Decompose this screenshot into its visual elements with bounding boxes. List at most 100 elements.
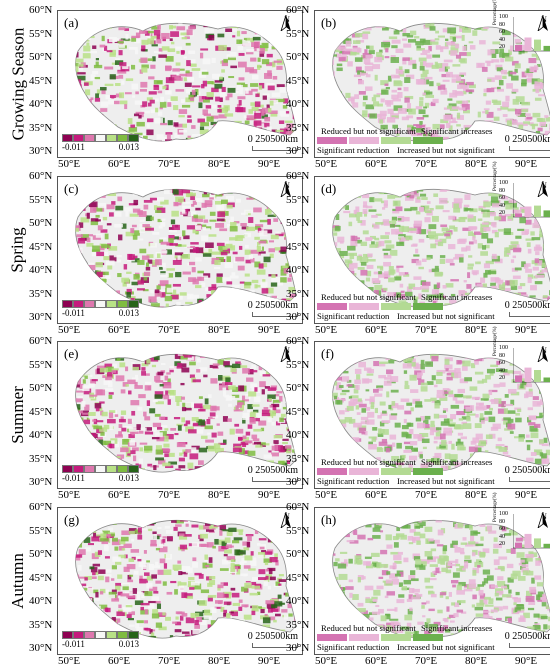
scale-bar: 0 250500km	[505, 465, 550, 482]
lat-tick-label: 40°N	[29, 265, 52, 276]
legend-swatch	[95, 465, 106, 473]
legend-label: Significant increases	[421, 457, 492, 467]
legend-swatch	[317, 137, 347, 144]
legend-swatch	[62, 134, 73, 142]
scale-label: 0 250500km	[505, 631, 550, 642]
significance-swatches	[317, 468, 497, 475]
panel-tag: (c)	[64, 181, 78, 197]
lat-tick-label: 50°N	[29, 383, 52, 394]
lon-tick-label: 60°E	[108, 490, 130, 501]
legend-swatch	[413, 137, 443, 144]
lon-tick-label: 80°E	[208, 159, 230, 170]
legend-max: 0.013	[119, 473, 139, 483]
lat-tick-label: 35°N	[29, 289, 52, 300]
inset-y-tick: 60	[499, 526, 505, 532]
inset-y-tick: 40	[499, 203, 505, 209]
lat-tick-label: 50°N	[286, 549, 309, 560]
significance-swatches	[317, 303, 497, 310]
legend-swatch	[62, 465, 73, 473]
north-arrow: N	[280, 15, 294, 24]
inset-y-tick: 60	[499, 360, 505, 366]
lon-tick-label: 70°E	[158, 159, 180, 170]
lat-tick-label: 45°N	[29, 573, 52, 584]
legend-min: -0.011	[62, 142, 85, 152]
inset-y-tick: 40	[499, 534, 505, 540]
significance-swatches	[317, 137, 497, 144]
lon-tick-label: 90°E	[258, 159, 280, 170]
lat-tick-label: 30°N	[29, 146, 52, 157]
lon-tick-label: 60°E	[365, 159, 387, 170]
scale-label: 0 250500km	[248, 300, 298, 311]
lat-tick-label: 50°N	[29, 549, 52, 560]
legend-label: Significant reduction	[317, 145, 389, 155]
legend-swatch	[117, 465, 128, 473]
inset-y-tick: 40	[499, 37, 505, 43]
lon-tick-label: 60°E	[365, 325, 387, 336]
legend-swatch	[62, 631, 73, 639]
inset-y-label: Percentage(%)	[493, 493, 498, 522]
season-text: Growing Season	[8, 28, 28, 141]
inset-y-tick: 60	[499, 29, 505, 35]
legend-max: 0.013	[119, 308, 139, 318]
inset-y-tick: 20	[499, 210, 505, 216]
north-arrow: N	[280, 512, 294, 521]
legend-swatch	[117, 300, 128, 308]
inset-bar	[525, 207, 532, 218]
inset-y-tick: 40	[499, 368, 505, 374]
legend-swatch	[128, 631, 139, 639]
legend-swatch	[128, 465, 139, 473]
lat-tick-label: 55°N	[286, 526, 309, 537]
inset-y-tick: 20	[499, 44, 505, 50]
legend-swatch	[62, 300, 73, 308]
lat-tick-label: 50°N	[286, 218, 309, 229]
trend-legend-swatches	[62, 631, 139, 639]
inset-bar	[525, 38, 532, 52]
scale-bar-line	[509, 643, 550, 648]
lon-tick-label: 50°E	[315, 325, 337, 336]
lat-tick-label: 45°N	[286, 76, 309, 87]
lat-tick-label: 35°N	[29, 123, 52, 134]
legend-swatch	[128, 134, 139, 142]
inset-bars	[513, 17, 550, 53]
legend-swatch	[317, 303, 347, 310]
legend-swatch	[349, 137, 379, 144]
lon-tick-label: 80°E	[208, 325, 230, 336]
lat-tick-label: 45°N	[29, 76, 52, 87]
lat-tick-label: 55°N	[286, 195, 309, 206]
inset-y-tick: 80	[499, 519, 505, 525]
lat-tick-label: 50°N	[286, 383, 309, 394]
legend-label: Increased but not significant	[397, 642, 495, 652]
lat-tick-label: 30°N	[29, 477, 52, 488]
legend-swatch	[95, 134, 106, 142]
panel-tag: (a)	[64, 15, 78, 31]
scale-label: 0 250500km	[248, 631, 298, 642]
lat-tick-label: 50°N	[29, 52, 52, 63]
panel-tag: (g)	[64, 512, 79, 528]
lat-tick-label: 30°N	[286, 146, 309, 157]
inset-bar	[544, 46, 550, 51]
inset-y-tick: 100	[499, 511, 508, 517]
legend-swatch	[317, 468, 347, 475]
legend-swatch	[106, 631, 117, 639]
inset-bars	[513, 183, 550, 219]
inset-bar	[525, 534, 532, 548]
lat-tick-label: 60°N	[286, 5, 309, 16]
lat-tick-label: 40°N	[286, 430, 309, 441]
legend-label: Reduced but not significant	[321, 623, 416, 633]
